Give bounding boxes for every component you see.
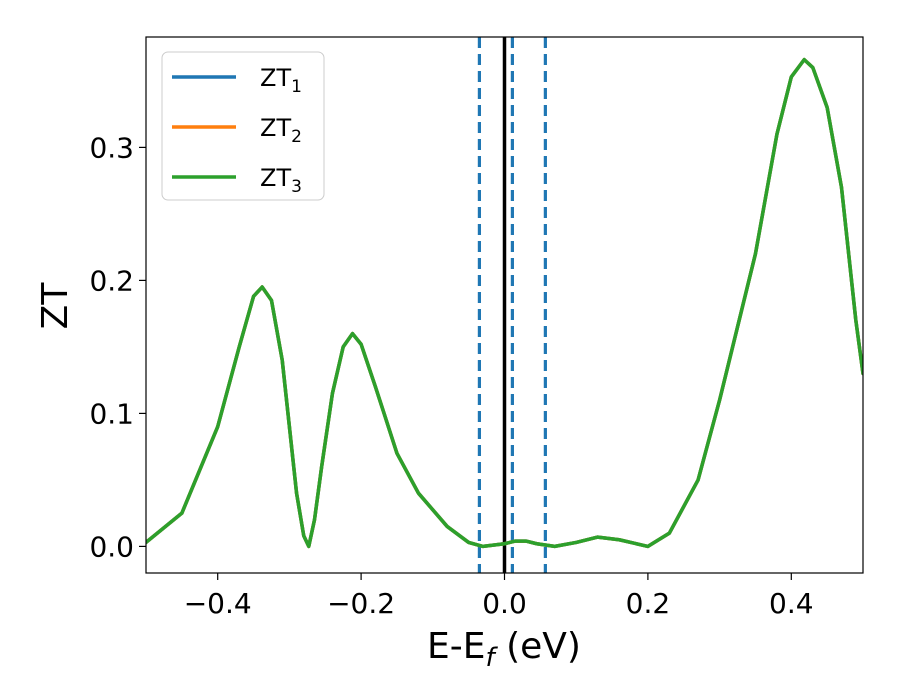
y-axis-label: ZT	[35, 282, 76, 330]
legend-box	[161, 51, 325, 201]
x-tick-label: −0.2	[327, 587, 395, 620]
y-tick-label: 0.3	[89, 131, 134, 164]
x-tick-label: 0.2	[626, 587, 671, 620]
legend-label-ZT3: ZT3	[260, 164, 302, 197]
y-tick-label: 0.1	[89, 397, 134, 430]
x-axis-label: E-Ef (eV)	[427, 626, 581, 673]
x-tick-label: 0.0	[482, 587, 527, 620]
series-layer	[146, 57, 863, 549]
x-axis: −0.4 −0.2 0.0 0.2 0.4	[184, 573, 814, 620]
x-axis-label-main: E-E	[427, 626, 485, 667]
series-line-ZT3	[146, 57, 863, 549]
y-tick-label: 0.0	[89, 530, 134, 563]
reference-lines	[477, 37, 547, 573]
legend: ZT1 ZT2 ZT3	[161, 51, 325, 201]
x-tick-label: −0.4	[184, 587, 252, 620]
legend-label-ZT1: ZT1	[260, 64, 302, 97]
x-tick-label: 0.4	[769, 587, 814, 620]
x-axis-label-unit: (eV)	[495, 626, 581, 667]
y-tick-label: 0.2	[89, 264, 134, 297]
y-axis: 0.0 0.1 0.2 0.3	[89, 131, 146, 563]
legend-label-ZT2: ZT2	[260, 114, 302, 147]
